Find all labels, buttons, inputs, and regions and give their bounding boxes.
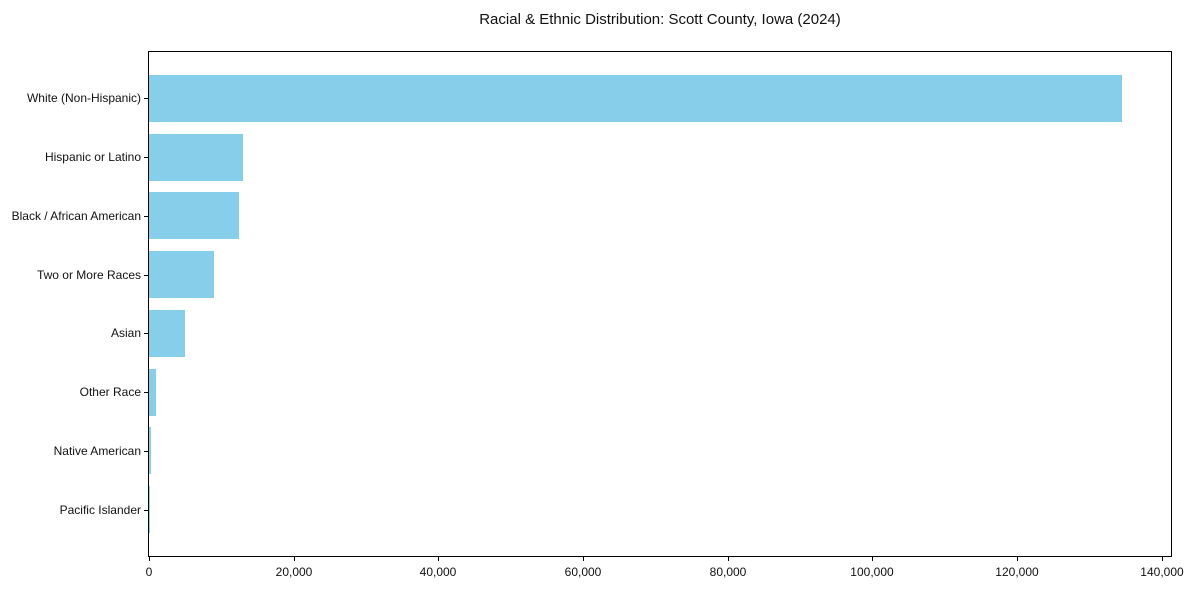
x-tick-mark: [583, 557, 584, 561]
x-tick-label-80000: 80,000: [709, 565, 747, 579]
y-tick-label-white-non-hispanic: White (Non-Hispanic): [26, 91, 141, 105]
x-tick-label-0: 0: [145, 565, 153, 579]
y-tick-label-other-race: Other Race: [79, 385, 141, 399]
y-tick-label-black-african-american: Black / African American: [11, 209, 141, 223]
y-tick-mark: [144, 392, 148, 393]
bar-black-african-american: [149, 192, 240, 240]
bar-native-american: [149, 427, 151, 475]
x-tick-mark: [1162, 557, 1163, 561]
y-tick-label-asian: Asian: [110, 326, 141, 340]
x-tick-mark: [1017, 557, 1018, 561]
bar-hispanic-or-latino: [149, 133, 244, 181]
x-tick-mark: [872, 557, 873, 561]
y-tick-label-native-american: Native American: [53, 444, 141, 458]
x-tick-label-120000: 120,000: [995, 565, 1039, 579]
y-tick-mark: [144, 451, 148, 452]
y-tick-mark: [144, 98, 148, 99]
bar-asian: [149, 309, 186, 357]
bar-other-race: [149, 368, 156, 416]
bar-two-or-more-races: [149, 251, 215, 299]
x-tick-mark: [438, 557, 439, 561]
y-tick-label-hispanic-or-latino: Hispanic or Latino: [44, 150, 141, 164]
bar-white-non-hispanic: [149, 74, 1122, 122]
x-tick-label-20000: 20,000: [275, 565, 313, 579]
x-tick-label-40000: 40,000: [419, 565, 457, 579]
plot-area: [148, 51, 1172, 557]
y-tick-mark: [144, 157, 148, 158]
y-tick-mark: [144, 333, 148, 334]
x-tick-label-100000: 100,000: [850, 565, 894, 579]
x-tick-label-60000: 60,000: [564, 565, 602, 579]
y-tick-label-two-or-more-races: Two or More Races: [36, 268, 141, 282]
chart-title: Racial & Ethnic Distribution: Scott Coun…: [479, 11, 841, 28]
y-tick-label-pacific-islander: Pacific Islander: [59, 503, 141, 517]
x-tick-label-140000: 140,000: [1140, 565, 1184, 579]
x-tick-mark: [149, 557, 150, 561]
y-tick-mark: [144, 216, 148, 217]
x-tick-mark: [728, 557, 729, 561]
y-tick-mark: [144, 275, 148, 276]
x-tick-mark: [294, 557, 295, 561]
y-tick-mark: [144, 510, 148, 511]
